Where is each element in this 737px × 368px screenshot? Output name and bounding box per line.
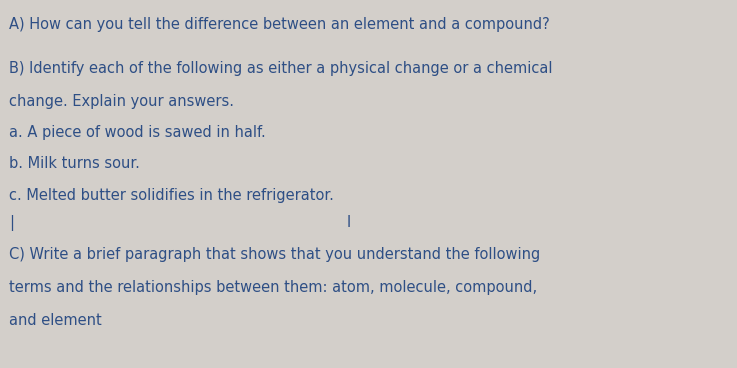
Text: terms and the relationships between them: atom, molecule, compound,: terms and the relationships between them… [9,280,537,295]
Text: I: I [346,215,351,230]
Text: change. Explain your answers.: change. Explain your answers. [9,94,234,109]
Text: C) Write a brief paragraph that shows that you understand the following: C) Write a brief paragraph that shows th… [9,247,540,262]
Text: |: | [9,215,14,231]
Text: and element: and element [9,313,102,328]
Text: a. A piece of wood is sawed in half.: a. A piece of wood is sawed in half. [9,125,265,140]
Text: c. Melted butter solidifies in the refrigerator.: c. Melted butter solidifies in the refri… [9,188,334,203]
Text: A) How can you tell the difference between an element and a compound?: A) How can you tell the difference betwe… [9,17,550,32]
Text: B) Identify each of the following as either a physical change or a chemical: B) Identify each of the following as eit… [9,61,552,76]
Text: b. Milk turns sour.: b. Milk turns sour. [9,156,140,171]
